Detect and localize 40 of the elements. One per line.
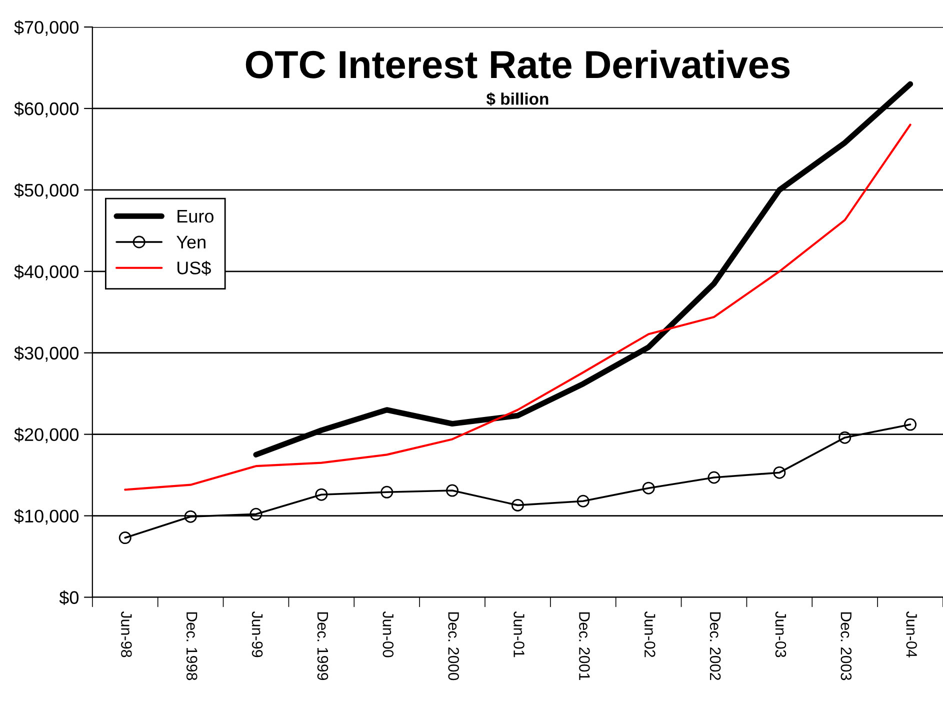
- legend-label: Yen: [176, 236, 206, 249]
- point: [576, 494, 590, 508]
- x-tick-label: Jun-98: [121, 611, 132, 658]
- legend-label: Euro: [178, 210, 214, 223]
- x-tick-label: Jun-03: [775, 611, 786, 658]
- point: [511, 498, 524, 512]
- chart-title: OTC Interest Rate Derivatives: [246, 50, 790, 78]
- x-tick-label: Dec. 2002: [710, 612, 721, 680]
- y-tick-label: $30,000: [14, 346, 79, 362]
- x-tick-label: Dec. 2000: [448, 612, 459, 680]
- point: [184, 510, 197, 523]
- y-tick-label: $20,000: [14, 427, 79, 444]
- text: $ billion: [486, 92, 548, 106]
- point: [118, 532, 132, 544]
- y-tick-label: $0: [59, 590, 79, 606]
- x-tick-label: Jun-04: [906, 611, 918, 658]
- point: [773, 466, 786, 479]
- x-tick-label: Jun-00: [382, 611, 394, 658]
- legend-label: US$: [178, 260, 211, 276]
- point: [642, 482, 655, 494]
- x-tick-label: Dec. 1998: [186, 612, 198, 680]
- point: [904, 418, 917, 431]
- y-tick-label: $40,000: [14, 264, 79, 280]
- x-tick-label: Jun-02: [644, 611, 656, 658]
- x-tick-label: Dec. 2003: [840, 612, 852, 680]
- x-tick-label: Jun-99: [252, 611, 263, 658]
- y-tick-label: $60,000: [14, 102, 79, 118]
- line-series: [124, 124, 912, 491]
- point: [708, 471, 720, 484]
- x-tick-label: Dec. 1999: [317, 612, 328, 680]
- point: [838, 431, 852, 444]
- x-tick-label: Dec. 2001: [579, 612, 590, 680]
- point: [380, 486, 394, 498]
- point: [250, 508, 262, 520]
- y-tick-label: $70,000: [14, 20, 79, 36]
- point: [315, 488, 328, 501]
- y-tick-label: $10,000: [14, 508, 79, 525]
- y-tick-label: $50,000: [14, 183, 79, 199]
- x-tick-label: Jun-01: [514, 611, 524, 658]
- point: [446, 484, 459, 497]
